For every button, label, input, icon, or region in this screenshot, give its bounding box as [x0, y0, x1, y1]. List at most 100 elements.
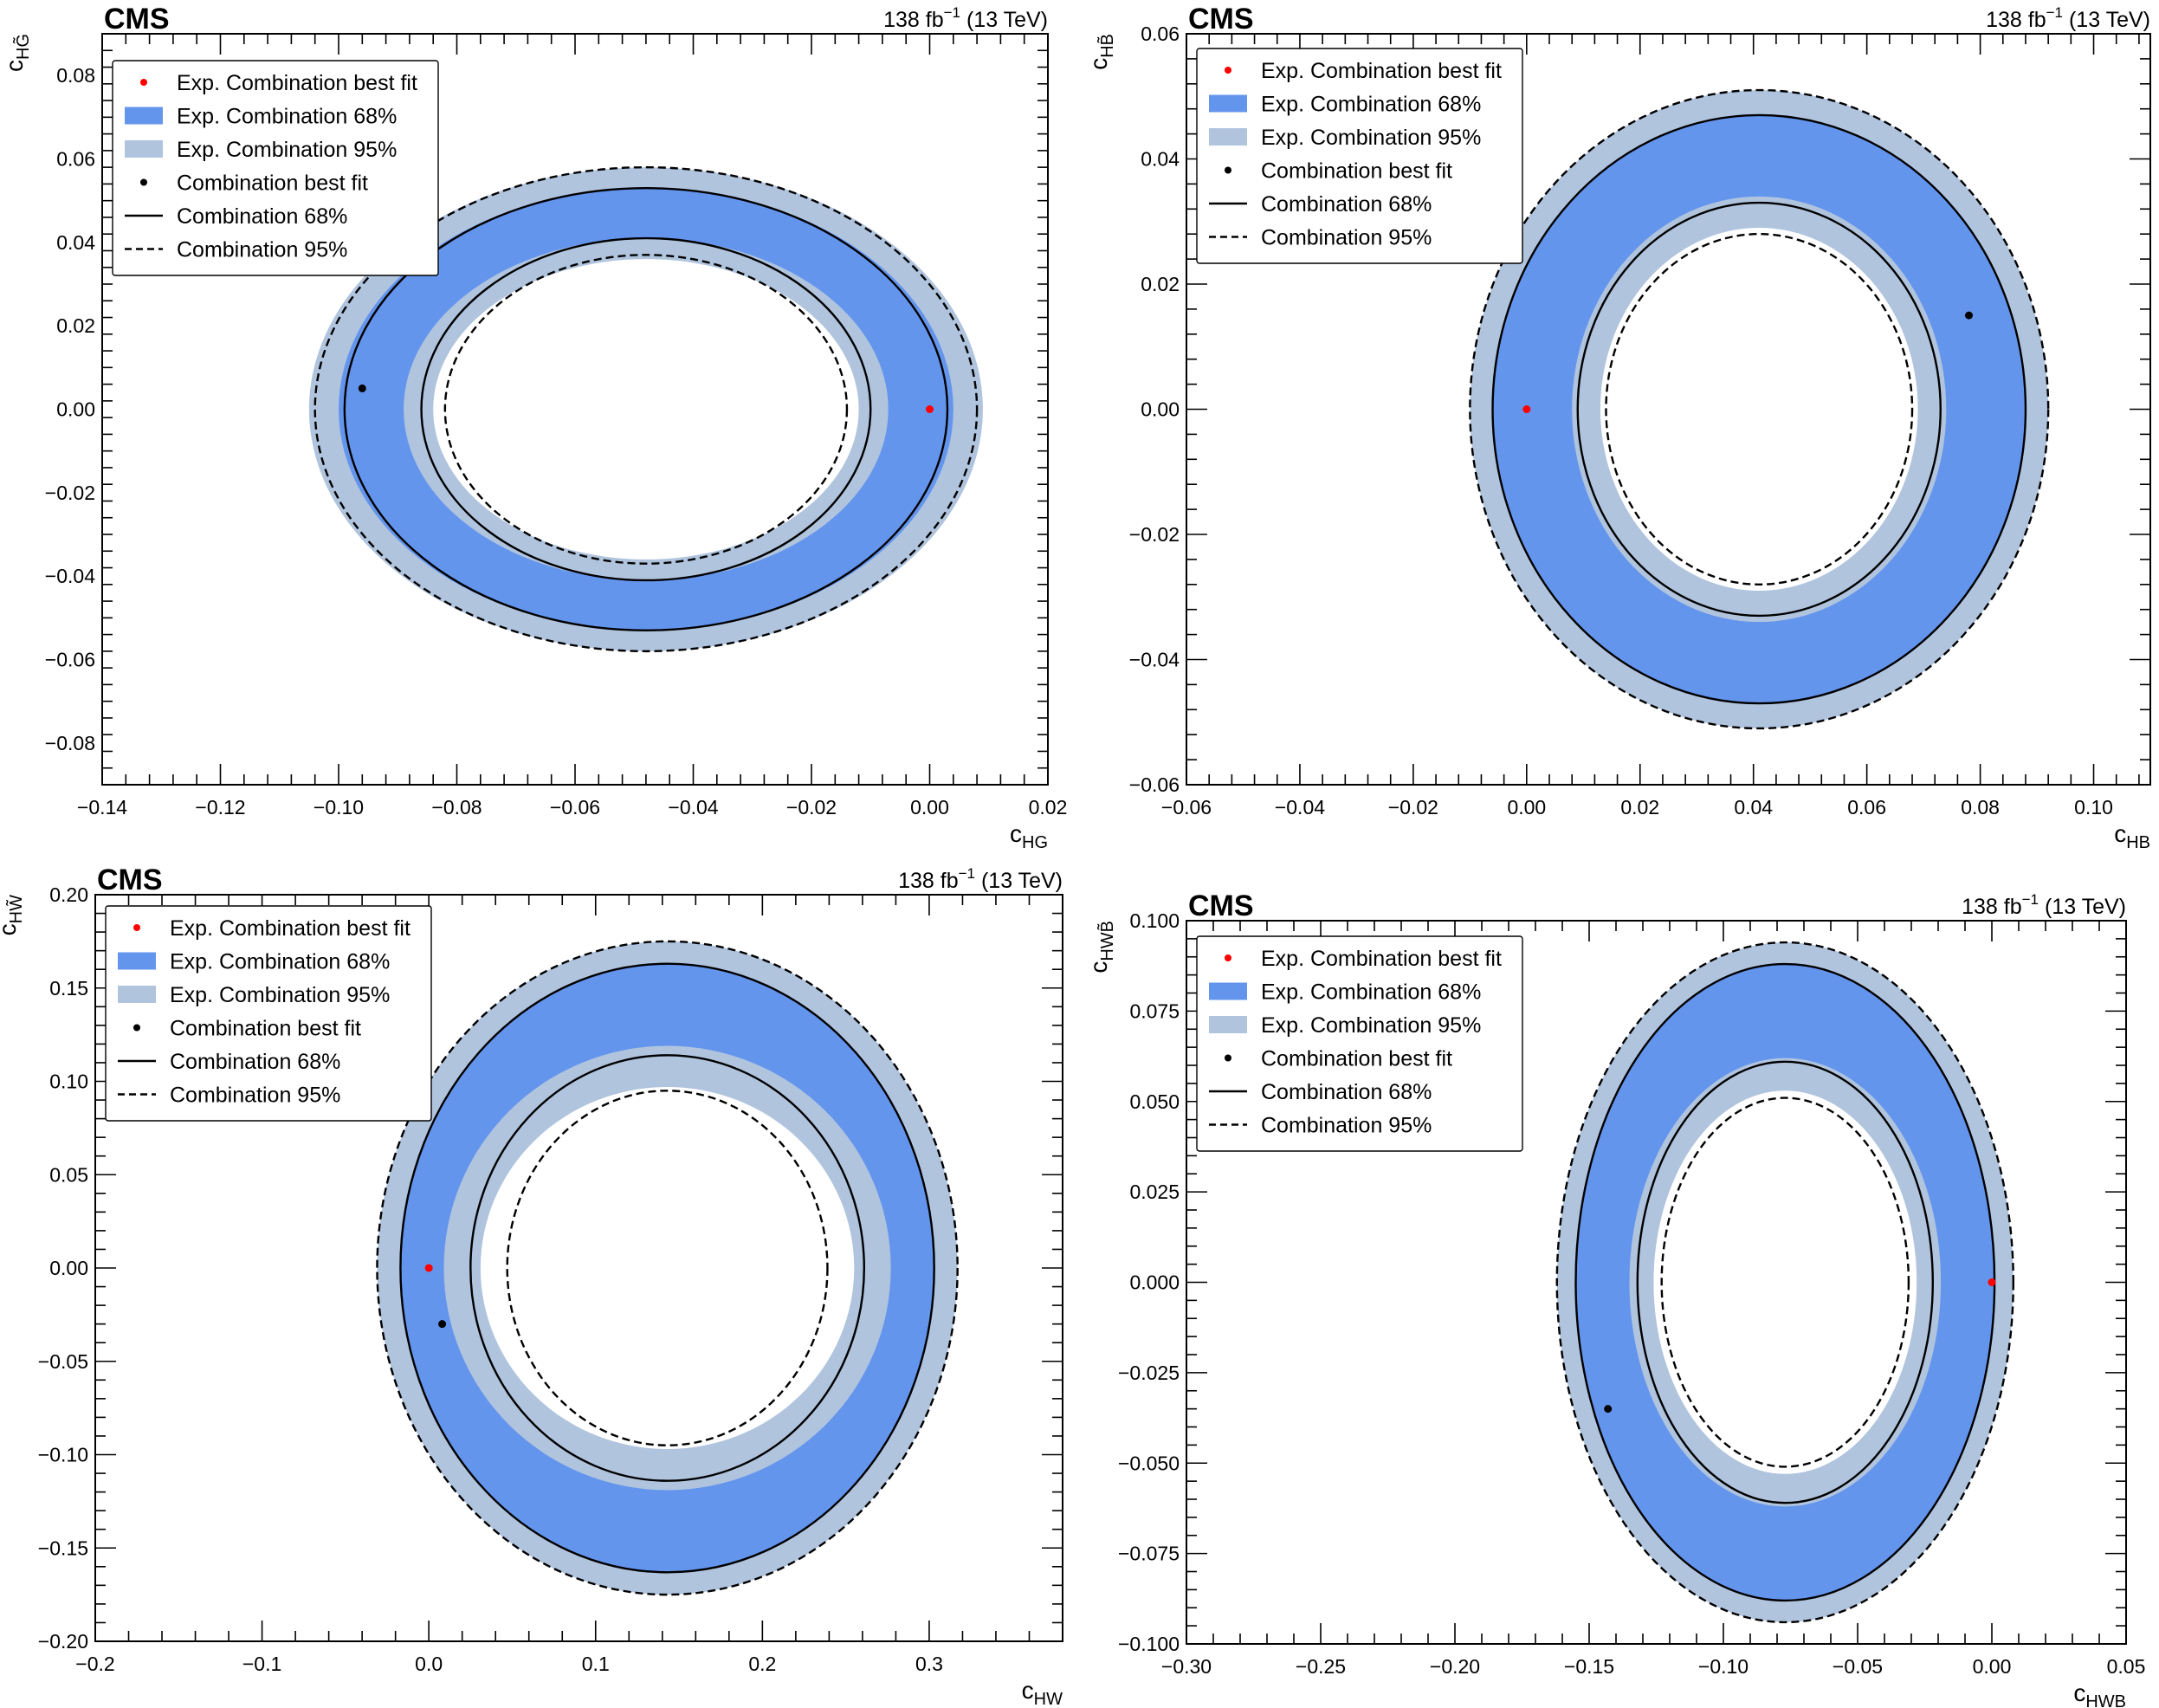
obs95-contour-inner — [1660, 1097, 1910, 1468]
x-tick-label: −0.1 — [242, 1653, 281, 1675]
x-tick-label: −0.10 — [1698, 1655, 1749, 1678]
legend-label-exp-68: Exp. Combination 68% — [1261, 980, 1481, 1005]
x-tick-label: −0.10 — [314, 796, 364, 818]
legend-label-obs-68: Combination 68% — [1261, 1080, 1432, 1104]
x-tick-label: 0.04 — [1734, 796, 1773, 818]
x-tick-label: −0.04 — [1275, 796, 1325, 818]
legend-obs-best-marker — [1225, 166, 1231, 174]
y-axis-title-sub: HG̃ — [13, 34, 33, 60]
y-tick-label: −0.06 — [45, 649, 95, 671]
x-axis-title-sub: HB — [2126, 833, 2150, 852]
y-tick-label: −0.10 — [38, 1444, 88, 1466]
x-tick-label: −0.20 — [1430, 1655, 1480, 1678]
chart-panel-hb: −0.06 −0.04 −0.02 0.00 0.02 0.04 0.06 0.08 0.10 −… — [1085, 3, 2151, 852]
lumi-label: 138 fb−1 (13 TeV) — [1962, 891, 2126, 919]
legend-obs-best-marker — [1225, 1054, 1231, 1062]
obs-best-fit-point — [438, 1320, 447, 1329]
legend-label-obs-95: Combination 95% — [1261, 1114, 1432, 1138]
exp-best-fit-point — [424, 1264, 433, 1272]
x-tick-label: 0.00 — [1507, 796, 1546, 818]
x-tick-label: 0.0 — [415, 1653, 443, 1675]
obs-best-fit-point — [358, 384, 366, 392]
y-tick-label: −0.02 — [1129, 523, 1180, 546]
y-tick-label: −0.15 — [38, 1537, 88, 1559]
y-tick-label: −0.02 — [45, 482, 95, 504]
legend-label-obs-68: Combination 68% — [1261, 192, 1432, 217]
x-tick-label: 0.02 — [1620, 796, 1659, 818]
excluded-core — [480, 1086, 855, 1450]
y-tick-label: −0.06 — [1129, 773, 1180, 796]
y-axis-title: cHG̃ — [1, 34, 33, 72]
x-axis-title-sub: HG — [1022, 833, 1048, 852]
obs68-contour-outer — [343, 187, 949, 631]
lumi-unit-exponent: −1 — [944, 4, 960, 21]
y-axis-title: cHB̃ — [1085, 34, 1117, 70]
cms-label: CMS — [104, 3, 170, 36]
legend-label-obs-best: Combination best fit — [1261, 159, 1452, 184]
legend-label-exp-95: Exp. Combination 95% — [177, 138, 397, 162]
legend-label-obs-best: Combination best fit — [1261, 1047, 1452, 1071]
legend-box — [1196, 48, 1523, 264]
x-tick-label: −0.2 — [75, 1653, 114, 1675]
y-tick-label: 0.10 — [49, 1071, 88, 1093]
x-axis-title: cHB — [2114, 820, 2150, 852]
lumi-energy: (13 TeV) — [2063, 8, 2150, 32]
lumi-unit-exponent: −1 — [2022, 891, 2039, 908]
legend: Exp. Combination best fit Exp. Combinatio… — [112, 60, 439, 276]
x-tick-label: −0.12 — [195, 796, 245, 818]
legend-exp68-swatch — [1209, 94, 1247, 113]
cms-label: CMS — [1188, 3, 1254, 36]
plot-area — [1469, 88, 2050, 730]
obs68-contour-inner — [420, 236, 872, 582]
chart-panel-hw: −0.2 −0.1 0.0 0.1 0.2 0.3 −0.20 −0.15 −0.10 −0.05… — [0, 864, 1063, 1708]
legend-exp68-swatch — [125, 107, 163, 125]
x-axis-title-base: c — [1022, 1677, 1034, 1704]
x-tick-label: 0.3 — [915, 1653, 943, 1675]
x-axis-title-base: c — [1010, 820, 1022, 847]
plot-area — [308, 165, 983, 653]
legend-exp95-swatch — [1209, 1016, 1247, 1033]
legend-label-obs-95: Combination 95% — [1261, 226, 1432, 250]
x-tick-label: 0.08 — [1961, 796, 2000, 818]
y-axis-title-base: c — [1085, 961, 1112, 974]
y-axis-title-base: c — [0, 923, 21, 935]
x-tick-label: −0.25 — [1296, 1655, 1346, 1678]
legend-label-exp-95: Exp. Combination 95% — [170, 983, 390, 1007]
x-axis-title-base: c — [2073, 1679, 2085, 1706]
legend-label-exp-95: Exp. Combination 95% — [1261, 126, 1481, 150]
legend-label-exp-best: Exp. Combination best fit — [177, 71, 417, 95]
obs-best-fit-point — [1604, 1405, 1613, 1414]
legend-obs-best-marker — [140, 178, 147, 186]
x-tick-label: −0.04 — [668, 796, 718, 818]
y-tick-label: −0.08 — [45, 732, 95, 754]
y-tick-label: 0.04 — [1141, 148, 1180, 171]
y-axis-title-base: c — [1, 60, 28, 72]
lumi-unit-exponent: −1 — [2046, 4, 2063, 21]
legend-label-obs-68: Combination 68% — [170, 1050, 340, 1074]
x-tick-label: 0.00 — [910, 796, 949, 818]
legend-box — [112, 60, 439, 276]
y-axis-title-base: c — [1085, 58, 1112, 70]
x-tick-label: 0.1 — [582, 1653, 610, 1675]
y-axis-title-sub: HB̃ — [1097, 34, 1117, 58]
x-tick-label: −0.02 — [1388, 796, 1438, 818]
cms-label: CMS — [97, 864, 163, 896]
chart-panel-hwb: −0.30 −0.25 −0.20 −0.15 −0.10 −0.05 0.00 0.05 −0… — [1085, 890, 2145, 1708]
legend-label-exp-best: Exp. Combination best fit — [170, 916, 410, 941]
x-tick-label: 0.2 — [748, 1653, 776, 1675]
plot-area — [376, 940, 959, 1596]
y-tick-label: 0.04 — [56, 231, 95, 254]
obs68-contour-inner — [469, 1054, 866, 1482]
x-tick-label: −0.08 — [431, 796, 482, 818]
x-tick-label: 0.06 — [1847, 796, 1886, 818]
obs95-contour-outer — [1469, 88, 2050, 730]
x-tick-label: 0.05 — [2107, 1655, 2146, 1678]
legend-label-exp-best: Exp. Combination best fit — [1261, 947, 1502, 971]
y-tick-label: 0.100 — [1129, 909, 1180, 932]
legend-exp-best-marker — [133, 924, 140, 931]
y-tick-label: 0.15 — [49, 977, 88, 1000]
obs95-contour-outer — [1555, 941, 2015, 1624]
legend-exp95-swatch — [118, 986, 156, 1003]
obs95-contour-inner — [443, 254, 849, 565]
x-tick-label: −0.30 — [1161, 1655, 1212, 1678]
